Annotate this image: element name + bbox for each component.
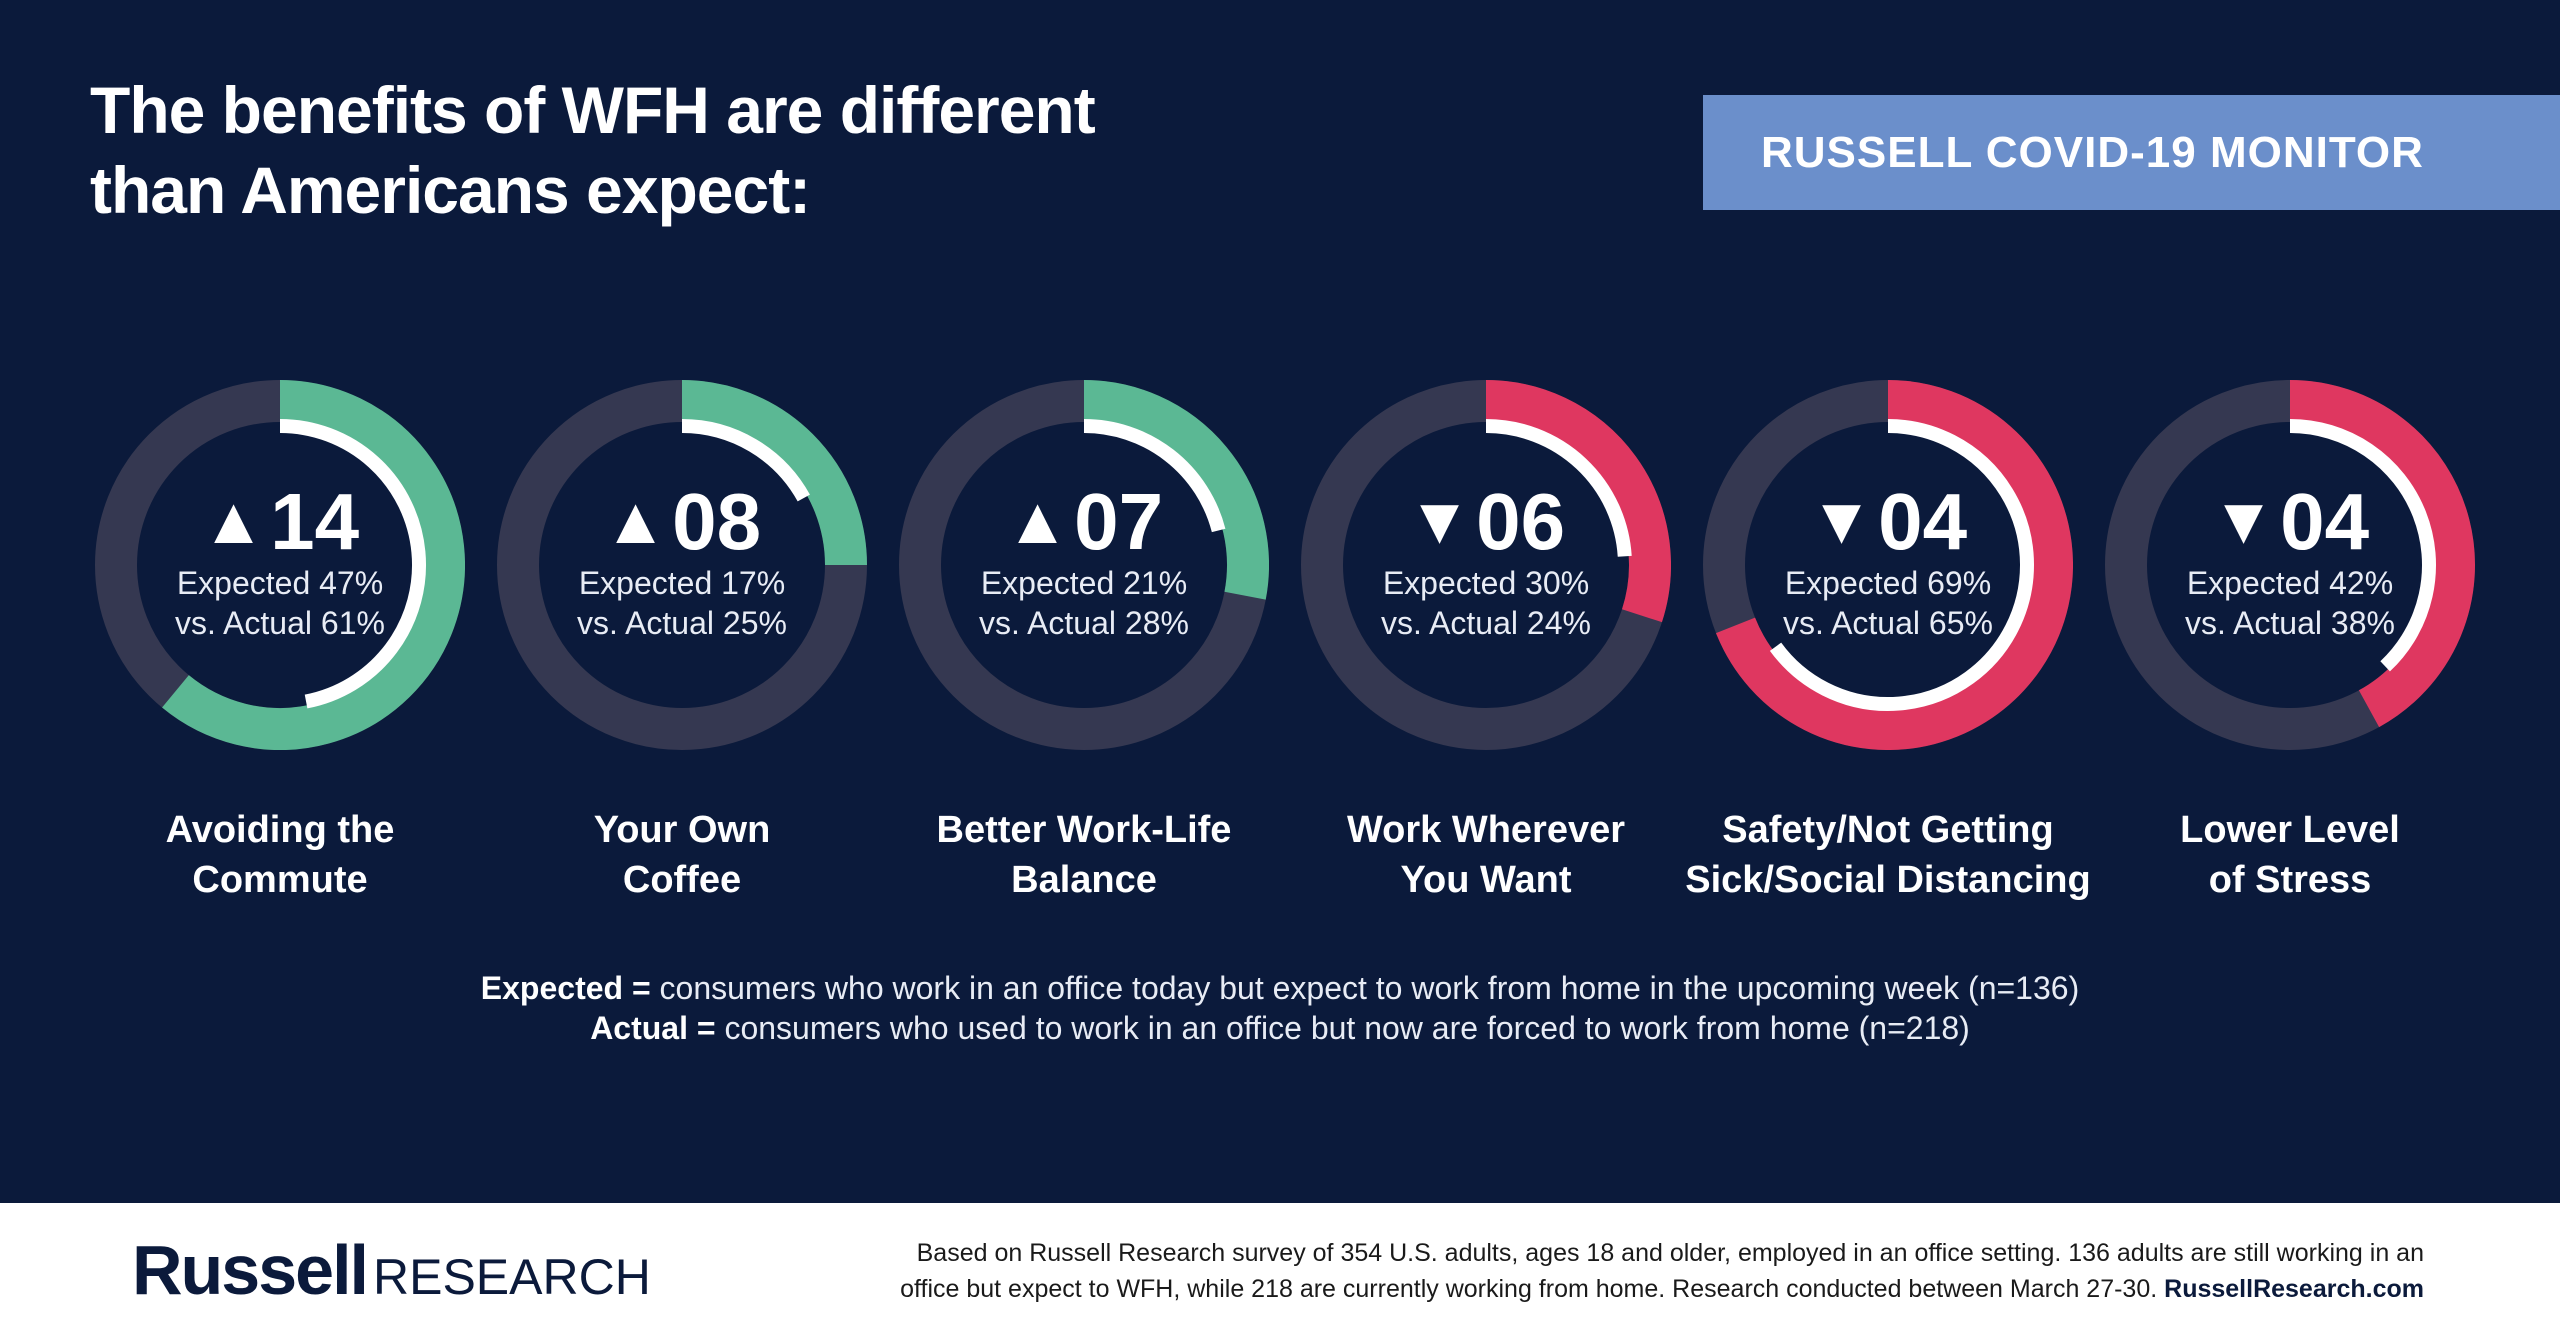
- donut-ring: [497, 380, 867, 750]
- survey-note-line-2: office but expect to WFH, while 218 are …: [864, 1271, 2424, 1307]
- benefit-label: Lower Level of Stress: [2080, 805, 2500, 905]
- actual-arc: [2289, 419, 2436, 672]
- monitor-badge-text: RUSSELL COVID-19 MONITOR: [1761, 127, 2424, 177]
- down-triangle-icon: ▼: [2210, 483, 2277, 557]
- delta-value: ▼04: [1678, 480, 2098, 562]
- ring-chart-item: ▲08 Expected 17% vs. Actual 25% Your Own Cof…: [472, 380, 892, 910]
- title-line-2: than Americans expect:: [90, 153, 811, 227]
- expected-label: Expected 17%: [578, 565, 786, 601]
- logo-russell: Russell: [132, 1231, 369, 1309]
- ring-chart-item: ▼06 Expected 30% vs. Actual 24% Work Wherev…: [1276, 380, 1696, 910]
- footer: Russell RESEARCH Based on Russell Researc…: [0, 1203, 2560, 1335]
- up-triangle-icon: ▲: [200, 483, 267, 557]
- delta-value: ▲07: [874, 480, 1294, 562]
- legend-actual: Actual = consumers who used to work in a…: [0, 1008, 2560, 1048]
- expected-label: Expected 69%: [1784, 565, 1992, 601]
- benefit-label-line-1: Better Work-Life: [936, 809, 1232, 851]
- legend-expected-term: Expected =: [480, 970, 651, 1006]
- actual-label: vs. Actual 28%: [979, 605, 1189, 641]
- down-triangle-icon: ▼: [1406, 483, 1473, 557]
- actual-label: vs. Actual 38%: [2185, 605, 2395, 641]
- expected-arc: [1485, 380, 1671, 623]
- benefit-label-line-1: Work Wherever: [1346, 809, 1626, 851]
- legend-actual-def: consumers who used to work in an office …: [715, 1010, 1970, 1046]
- expected-label: Expected 30%: [1382, 565, 1590, 601]
- expected-label: Expected 47%: [176, 565, 384, 601]
- legend-actual-term: Actual =: [590, 1010, 716, 1046]
- up-triangle-icon: ▲: [602, 483, 669, 557]
- actual-arc: [681, 380, 867, 566]
- donut-ring: [95, 380, 465, 750]
- actual-arc: [1485, 419, 1632, 557]
- donut-ring: [2105, 380, 2475, 750]
- delta-number: 06: [1476, 477, 1566, 566]
- donut-ring: [899, 380, 1269, 750]
- russell-research-logo: Russell RESEARCH: [132, 1230, 651, 1310]
- donut-ring: [1703, 380, 2073, 750]
- monitor-badge: RUSSELL COVID-19 MONITOR: [1703, 95, 2560, 210]
- actual-label: vs. Actual 61%: [175, 605, 385, 641]
- expected-arc: [1083, 419, 1226, 533]
- benefit-label-line-1: Safety/Not Getting: [1722, 809, 2054, 851]
- benefit-label: Work Wherever You Want: [1276, 805, 1696, 905]
- expected-arc: [2289, 380, 2475, 728]
- delta-number: 04: [2280, 477, 2370, 566]
- expected-arc: [681, 419, 810, 502]
- actual-arc: [162, 380, 465, 750]
- actual-label: vs. Actual 25%: [577, 605, 787, 641]
- ring-chart-item: ▲14 Expected 47% vs. Actual 61% Avoiding th…: [70, 380, 490, 910]
- expected-arc: [279, 419, 426, 709]
- benefit-label-line-2: You Want: [1400, 859, 1572, 901]
- benefit-label: Avoiding the Commute: [70, 805, 490, 905]
- ring-chart-item: ▼04 Expected 69% vs. Actual 65% Safety/Not …: [1678, 380, 2098, 910]
- survey-note-line-2-text: office but expect to WFH, while 218 are …: [900, 1275, 2165, 1303]
- delta-value: ▼06: [1276, 480, 1696, 562]
- benefit-label: Safety/Not Getting Sick/Social Distancing: [1678, 805, 2098, 905]
- survey-note: Based on Russell Research survey of 354 …: [864, 1235, 2424, 1307]
- survey-note-line-1: Based on Russell Research survey of 354 …: [916, 1239, 2424, 1267]
- actual-arc: [1769, 419, 2034, 711]
- legend-expected-def: consumers who work in an office today bu…: [650, 970, 2080, 1006]
- up-triangle-icon: ▲: [1004, 483, 1071, 557]
- legend: Expected = consumers who work in an offi…: [0, 968, 2560, 1048]
- benefit-label-line-2: Commute: [192, 859, 368, 901]
- donut-ring: [1301, 380, 1671, 750]
- delta-number: 14: [270, 477, 360, 566]
- delta-number: 07: [1074, 477, 1164, 566]
- title-line-1: The benefits of WFH are different: [90, 73, 1096, 147]
- down-triangle-icon: ▼: [1808, 483, 1875, 557]
- benefit-label-line-1: Lower Level: [2180, 809, 2400, 851]
- benefit-label-line-2: Coffee: [622, 859, 742, 901]
- delta-value: ▼04: [2080, 480, 2500, 562]
- logo-research: RESEARCH: [373, 1249, 651, 1305]
- delta-value: ▲14: [70, 480, 490, 562]
- expected-label: Expected 21%: [980, 565, 1188, 601]
- legend-expected: Expected = consumers who work in an offi…: [0, 968, 2560, 1008]
- actual-label: vs. Actual 24%: [1381, 605, 1591, 641]
- expected-arc: [1716, 380, 2073, 750]
- delta-value: ▲08: [472, 480, 892, 562]
- actual-label: vs. Actual 65%: [1783, 605, 1993, 641]
- delta-number: 04: [1878, 477, 1968, 566]
- delta-number: 08: [672, 477, 762, 566]
- benefit-label-line-1: Your Own: [593, 809, 771, 851]
- expected-label: Expected 42%: [2186, 565, 2394, 601]
- page-title: The benefits of WFH are different than A…: [90, 70, 1096, 230]
- benefit-label-line-2: Balance: [1011, 859, 1157, 901]
- benefit-label: Your Own Coffee: [472, 805, 892, 905]
- actual-arc: [1083, 380, 1269, 600]
- ring-charts: ▲14 Expected 47% vs. Actual 61% Avoiding th…: [90, 380, 2475, 910]
- benefit-label-line-1: Avoiding the: [165, 809, 395, 851]
- benefit-label-line-2: of Stress: [2208, 859, 2372, 901]
- ring-chart-item: ▲07 Expected 21% vs. Actual 28% Better Work…: [874, 380, 1294, 910]
- benefit-label-line-2: Sick/Social Distancing: [1685, 859, 2091, 901]
- benefit-label: Better Work-Life Balance: [874, 805, 1294, 905]
- website-link[interactable]: RussellResearch.com: [2164, 1275, 2424, 1303]
- ring-chart-item: ▼04 Expected 42% vs. Actual 38% Lower Level…: [2080, 380, 2500, 910]
